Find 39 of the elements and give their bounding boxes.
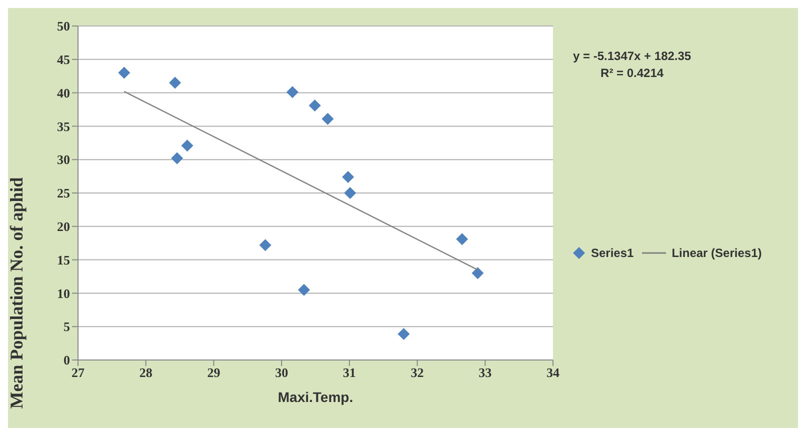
point xyxy=(344,187,356,199)
y-tick-label: 5 xyxy=(64,319,70,334)
x-tick-label: 28 xyxy=(139,365,153,380)
y-tick-label: 25 xyxy=(57,186,70,201)
legend-label: Series1 xyxy=(591,246,634,260)
point xyxy=(322,112,334,125)
point xyxy=(169,76,182,89)
point xyxy=(171,152,184,164)
point xyxy=(181,140,194,152)
x-tick-label: 27 xyxy=(72,365,85,380)
legend-label: Linear (Series1) xyxy=(672,246,762,260)
y-tick-label: 20 xyxy=(57,219,70,234)
point xyxy=(342,170,354,183)
x-tick-label: 29 xyxy=(207,365,221,380)
point xyxy=(118,66,130,79)
y-tick-label: 15 xyxy=(57,252,70,268)
x-tick-label: 30 xyxy=(275,365,288,380)
y-tick-label: 30 xyxy=(57,152,70,168)
point xyxy=(298,284,310,296)
text: R² = 0.4214 xyxy=(600,65,665,82)
x-tick-label: 32 xyxy=(410,365,424,380)
point xyxy=(308,99,321,112)
point xyxy=(286,86,298,98)
y-axis-title: Mean Population No. of aphid xyxy=(6,177,26,409)
point xyxy=(456,233,468,246)
y-tick-label: 45 xyxy=(57,52,70,68)
text: y = -5.1347x + 182.35 xyxy=(573,48,692,65)
point xyxy=(472,267,484,280)
y-tick-label: 35 xyxy=(57,118,70,134)
x-tick-label: 33 xyxy=(478,365,492,380)
y-tick-label: 40 xyxy=(57,85,70,100)
y-tick-label: 10 xyxy=(57,286,70,301)
point xyxy=(398,328,410,340)
x-tick-label: 31 xyxy=(342,365,356,380)
y-tick-label: 0 xyxy=(64,352,70,368)
y-tick-label: 50 xyxy=(57,18,70,34)
x-tick-label: 34 xyxy=(546,365,560,380)
x-axis-title: Maxi.Temp. xyxy=(278,389,354,405)
point xyxy=(259,239,272,252)
